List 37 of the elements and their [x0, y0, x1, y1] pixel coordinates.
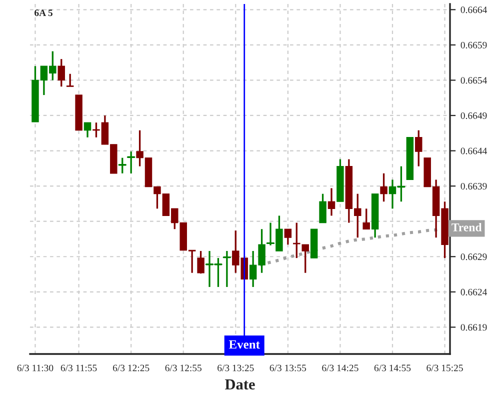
y-tick-label: 0.6654 — [460, 77, 487, 84]
x-axis-title: Date — [225, 379, 255, 390]
y-tick-label: 0.6639 — [460, 182, 487, 190]
candlestick — [84, 122, 92, 138]
candlestick — [380, 172, 388, 202]
x-tick-label: 6/3 12:55 — [165, 364, 202, 372]
y-tick-label: 0.6644 — [460, 148, 487, 154]
y-tick-label: 0.6664 — [460, 6, 487, 14]
candlestick — [197, 250, 204, 274]
y-tick-label: 0.6659 — [460, 42, 487, 48]
candlestick — [284, 228, 292, 246]
x-tick-label: 6/3 11:30 — [17, 364, 54, 372]
candlestick — [415, 129, 422, 168]
candlestick — [118, 156, 126, 174]
candlestick — [222, 250, 232, 288]
chart-title: 6A 5 — [34, 10, 52, 16]
series-label: Trend — [452, 223, 482, 232]
y-tick-label: 0.6619 — [460, 324, 487, 331]
x-tick-label: 6/3 15:25 — [426, 364, 463, 372]
candlestick — [126, 150, 136, 174]
x-tick-label: 6/3 11:55 — [60, 364, 97, 372]
x-tick-label: 6/3 13:55 — [270, 364, 306, 372]
candlestick — [293, 222, 300, 259]
y-tick-label: 0.6624 — [460, 288, 487, 296]
candlestick — [319, 192, 326, 224]
x-tick-label: 6/3 14:55 — [374, 364, 411, 372]
y-tick-label: 0.6649 — [460, 112, 487, 120]
candlestick — [302, 244, 309, 274]
x-tick-label: 6/3 12:25 — [112, 364, 150, 372]
annotation: Event — [228, 340, 260, 349]
candlestick — [362, 208, 370, 230]
candlestick — [66, 73, 74, 88]
x-tick-label: 6/3 14:25 — [322, 364, 358, 372]
y-tick-label: 0.6629 — [460, 254, 487, 260]
x-tick-label: 6/3 13:25 — [218, 364, 254, 372]
candlestick — [328, 187, 336, 217]
candlestick — [58, 58, 65, 88]
